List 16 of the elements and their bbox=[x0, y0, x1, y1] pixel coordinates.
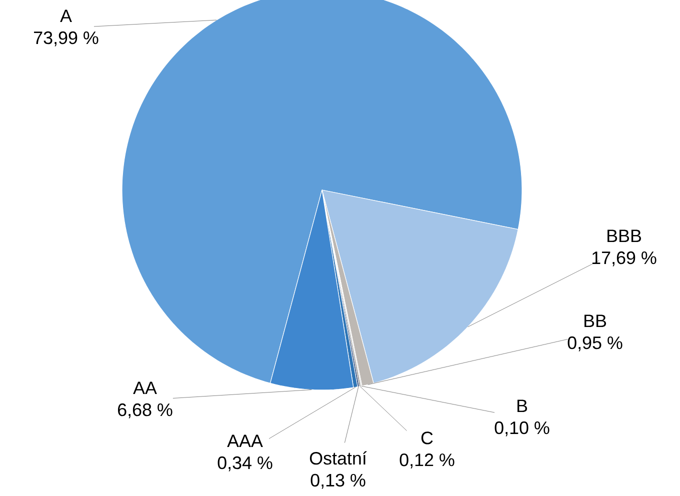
slice-label: BB bbox=[584, 314, 606, 328]
slice-label: B bbox=[517, 400, 528, 412]
slice-label: AA bbox=[133, 382, 157, 394]
data-label: 17,69 % bbox=[592, 251, 656, 266]
slice-label: C bbox=[421, 432, 433, 444]
data-label: 0,34 % bbox=[218, 456, 272, 472]
slice-label: Ostatní bbox=[310, 451, 367, 465]
data-label: 6,68 % bbox=[118, 403, 172, 418]
data-label: 0,95 % bbox=[568, 336, 622, 352]
slice-label: AAA bbox=[227, 434, 263, 448]
data-label: 73,99 % bbox=[34, 31, 98, 46]
data-label: 0,12 % bbox=[400, 454, 454, 468]
slice-label: A bbox=[60, 10, 72, 22]
data-label: 0,10 % bbox=[494, 421, 550, 436]
data-label: 0,13 % bbox=[310, 474, 366, 489]
slice-label: BBB bbox=[608, 230, 641, 242]
